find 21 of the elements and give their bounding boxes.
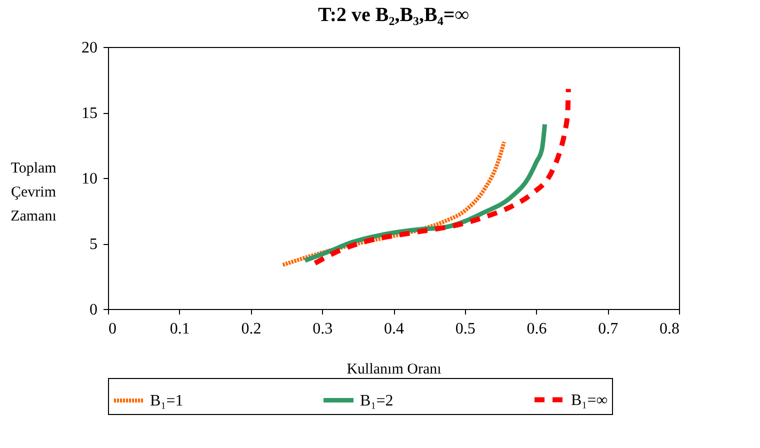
y-tick-label: 0 (90, 302, 98, 318)
chart-title: T:2 ve B₂,B₃,B₄=∞ (318, 4, 470, 26)
x-axis-title: Kullanım Oranı (346, 362, 442, 378)
x-tick-label: 0.3 (312, 320, 333, 338)
x-tick-label: 0.8 (660, 320, 680, 338)
x-tick-label: 0 (108, 320, 116, 338)
y-tick-label: 20 (82, 40, 98, 56)
x-tick-label: 0.5 (455, 320, 476, 338)
y-tick-label: 5 (90, 236, 98, 253)
y-tick-label: 15 (82, 105, 98, 122)
y-tick-label: 10 (82, 170, 98, 188)
x-tick-label: 0.1 (170, 320, 190, 338)
x-tick-label: 0.6 (526, 320, 547, 338)
x-tick-label: 0.2 (241, 320, 262, 338)
y-axis-title: Toplam Çevrim Zamanı (10, 160, 57, 224)
line-series (280, 140, 506, 267)
x-tick-label: 0.7 (598, 320, 618, 338)
x-tick-label: 0.4 (384, 320, 404, 338)
legend-label: B₁=2 (360, 392, 394, 410)
legend-label: B₁=1 (150, 392, 184, 410)
legend-label: B₁=∞ (571, 392, 608, 409)
